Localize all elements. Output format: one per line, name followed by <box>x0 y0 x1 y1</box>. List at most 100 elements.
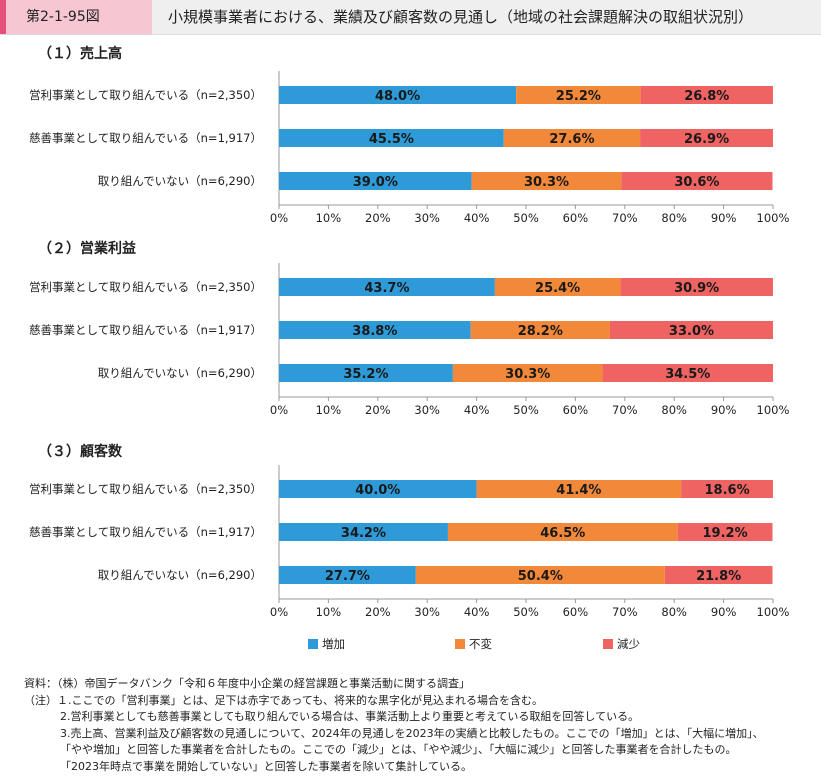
chart2-bar-increase <box>279 278 495 296</box>
chart1-category-label: 慈善事業として取り組んでいる（n=1,917） <box>29 131 262 145</box>
chart2-bar-unchanged <box>470 321 610 339</box>
chart1-x-tick-label: 80% <box>661 211 687 225</box>
chart1-data-label: 30.3% <box>524 175 569 190</box>
chart1-bar-unchanged <box>503 129 641 147</box>
chart1-data-label: 26.9% <box>684 132 729 147</box>
chart1-x-tick-label: 10% <box>316 211 342 225</box>
chart1-bar-increase <box>279 172 472 190</box>
chart3-x-tick-label: 100% <box>757 605 790 619</box>
chart2-x-tick-label: 80% <box>661 403 687 417</box>
chart3-x-tick-label: 50% <box>513 605 539 619</box>
chart2-data-label: 38.8% <box>352 324 397 339</box>
chart1-data-label: 26.8% <box>684 89 729 104</box>
chart1-data-label: 30.6% <box>674 175 719 190</box>
chart1-x-tick-label: 100% <box>757 211 790 225</box>
chart1-data-label: 45.5% <box>369 132 414 147</box>
note-source: 資料：（株）帝国データバンク「令和６年度中小企業の経営課題と事業活動に関する調査… <box>24 677 471 690</box>
chart3-bar-decrease <box>664 566 773 584</box>
chart1-x-tick-label: 60% <box>563 211 589 225</box>
chart2-bar-increase <box>279 364 453 382</box>
figure-header: 第2-1-95図 小規模事業者における、業績及び顧客数の見通し（地域の社会課題解… <box>0 0 821 35</box>
chart2-x-tick-label: 90% <box>711 403 737 417</box>
chart1-bar-unchanged <box>471 172 622 190</box>
chart3-title: （３）顧客数 <box>38 443 123 460</box>
chart3-category-label: 慈善事業として取り組んでいる（n=1,917） <box>29 525 262 539</box>
chart1-bar-decrease <box>640 129 773 147</box>
chart1-x-tick-label: 50% <box>513 211 539 225</box>
chart1-x-tick-label: 90% <box>711 211 737 225</box>
chart3-x-tick-label: 60% <box>563 605 589 619</box>
chart3-x-tick-label: 80% <box>661 605 687 619</box>
chart3-data-label: 19.2% <box>703 526 748 541</box>
chart2-bar-unchanged <box>494 278 621 296</box>
chart1-data-label: 39.0% <box>353 175 398 190</box>
chart2-data-label: 30.3% <box>505 367 550 382</box>
chart3-bar-unchanged <box>415 566 665 584</box>
chart1-x-tick-label: 0% <box>270 211 288 225</box>
chart2-x-tick-label: 50% <box>513 403 539 417</box>
chart3-bar-increase <box>279 480 477 498</box>
chart2-data-label: 43.7% <box>364 281 409 296</box>
chart1-bar-increase <box>279 86 517 104</box>
chart2-data-label: 33.0% <box>669 324 714 339</box>
legend-label-decrease: 減少 <box>617 637 640 651</box>
chart1-bar-decrease <box>621 172 773 190</box>
chart3-bar-decrease <box>677 523 773 541</box>
figure-title: 小規模事業者における、業績及び顧客数の見通し（地域の社会課題解決の取組状況別） <box>168 8 754 26</box>
chart2-x-tick-label: 60% <box>563 403 589 417</box>
chart1-data-label: 48.0% <box>375 89 420 104</box>
chart3-x-tick-label: 20% <box>365 605 391 619</box>
chart2-x-tick-label: 0% <box>270 403 288 417</box>
stacked-bar-charts: （１）売上高 0% 10% 20% 30% 40% 50% 60% 70% 80% 90% 100% 営… <box>29 45 790 651</box>
legend-label-increase: 増加 <box>322 637 345 651</box>
chart1-bar-unchanged <box>516 86 641 104</box>
chart2-data-label: 34.5% <box>665 367 710 382</box>
chart3-category-label: 取り組んでいない（n=6,290） <box>98 568 262 582</box>
chart1-bar-increase <box>279 129 504 147</box>
chart3-x-tick-label: 90% <box>711 605 737 619</box>
chart2-title: （２）営業利益 <box>38 240 136 257</box>
chart3-data-label: 40.0% <box>355 483 400 498</box>
chart3-data-label: 18.6% <box>705 483 750 498</box>
chart3-x-tick-label: 10% <box>316 605 342 619</box>
chart2-x-tick-label: 20% <box>365 403 391 417</box>
legend-label-unchanged: 不変 <box>469 637 492 651</box>
chart3-category-label: 営利事業として取り組んでいる（n=2,350） <box>29 482 262 496</box>
legend-swatch-increase <box>308 639 318 649</box>
note-1: （注）１.ここでの「営利事業」とは、足下は赤字であっても、将来的な黒字化が見込ま… <box>24 693 543 707</box>
chart2-category-label: 取り組んでいない（n=6,290） <box>98 366 262 380</box>
chart2-x-tick-label: 30% <box>414 403 440 417</box>
chart1-x-tick-label: 30% <box>414 211 440 225</box>
chart2-x-tick-label: 100% <box>757 403 790 417</box>
figure-number-label: 第2-1-95図 <box>0 0 152 34</box>
chart1-data-label: 25.2% <box>556 89 601 104</box>
chart2-bar-decrease <box>620 278 773 296</box>
chart2-x-tick-label: 10% <box>316 403 342 417</box>
chart2-x-tick-label: 40% <box>464 403 490 417</box>
chart2-category-label: 営利事業として取り組んでいる（n=2,350） <box>29 280 262 294</box>
note-3-cont-1: 「やや増加」と回答した事業者を合計したもの。ここでの「減少」とは、「やや減少」、… <box>60 743 737 756</box>
chart3-data-label: 27.7% <box>325 569 370 584</box>
chart3-data-label: 41.4% <box>556 483 601 498</box>
chart3-bar-increase <box>279 523 448 541</box>
chart1-x-tick-label: 20% <box>365 211 391 225</box>
chart1-category-label: 取り組んでいない（n=6,290） <box>98 174 262 188</box>
legend-swatch-unchanged <box>455 639 465 649</box>
chart3-x-tick-label: 0% <box>270 605 288 619</box>
chart1-data-label: 27.6% <box>549 132 594 147</box>
figure-notes: 資料：（株）帝国データバンク「令和６年度中小企業の経営課題と事業活動に関する調査… <box>24 676 814 775</box>
chart2-data-label: 35.2% <box>343 367 388 382</box>
chart2-data-label: 28.2% <box>518 324 563 339</box>
chart1-bar-decrease <box>640 86 773 104</box>
chart2-bar-decrease <box>609 321 773 339</box>
chart3-data-label: 50.4% <box>518 569 563 584</box>
chart2-bar-unchanged <box>452 364 603 382</box>
chart3-x-tick-label: 30% <box>414 605 440 619</box>
chart1-category-label: 営利事業として取り組んでいる（n=2,350） <box>29 88 262 102</box>
chart2-x-tick-label: 70% <box>612 403 638 417</box>
chart1-title: （１）売上高 <box>38 45 122 62</box>
chart1-x-tick-label: 70% <box>612 211 638 225</box>
chart3-data-label: 46.5% <box>540 526 585 541</box>
chart3-bar-unchanged <box>476 480 682 498</box>
chart3-x-tick-label: 40% <box>464 605 490 619</box>
